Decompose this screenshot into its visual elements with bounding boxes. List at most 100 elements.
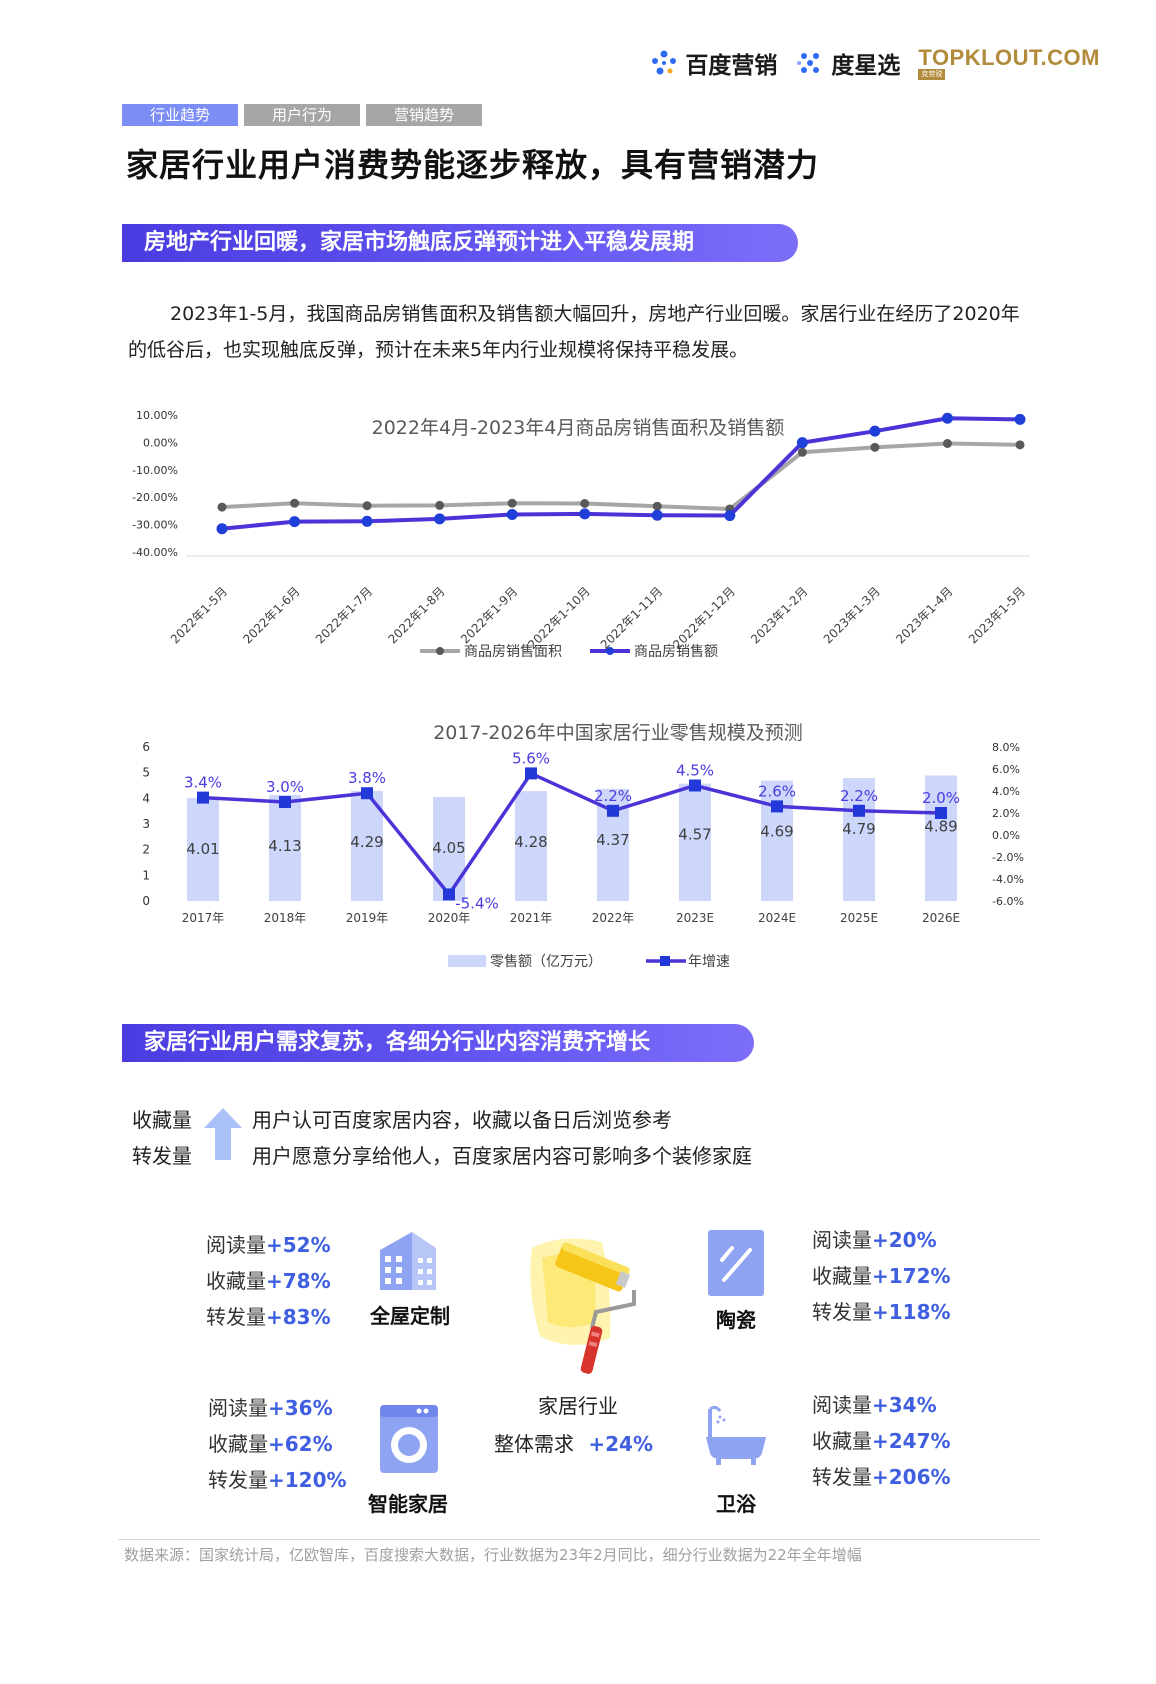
bar [843, 778, 875, 901]
growth-label: 2.0% [922, 789, 960, 807]
growth-marker [525, 767, 537, 780]
growth-marker [607, 804, 619, 817]
x-tick-label: 2022年 [592, 911, 635, 925]
right-tick-label: -2.0% [992, 851, 1024, 864]
stat-row: 转发量+120% [208, 1468, 347, 1492]
growth-marker [853, 804, 865, 817]
x-tick-label: 2023年1-5月 [966, 584, 1028, 646]
keyword-favorites: 收藏量 [132, 1108, 192, 1132]
stat-row: 转发量+206% [812, 1465, 951, 1489]
stat-row: 收藏量+172% [812, 1264, 951, 1288]
data-point [506, 508, 518, 520]
bar [515, 791, 547, 901]
stat-row: 收藏量+62% [208, 1432, 333, 1456]
left-tick-label: 1 [142, 868, 150, 882]
left-tick-label: 6 [142, 740, 150, 754]
bar-value-label: 4.28 [514, 833, 547, 851]
growth-label: -5.4% [455, 894, 499, 912]
growth-label: 2.6% [758, 782, 796, 800]
legend-marker [436, 647, 444, 655]
washing-machine-icon [380, 1405, 438, 1473]
data-point [1014, 413, 1026, 425]
stat-row: 阅读量+36% [208, 1396, 333, 1420]
data-point [434, 513, 446, 525]
growth-marker [279, 796, 291, 808]
paint-roller-icon [530, 1238, 636, 1374]
x-tick-label: 2021年 [510, 911, 553, 925]
bar-value-label: 4.89 [924, 817, 957, 835]
data-point [870, 442, 880, 452]
data-point [216, 523, 228, 535]
data-point [941, 412, 953, 424]
x-tick-label: 2018年 [264, 911, 307, 925]
bar-value-label: 4.69 [760, 823, 793, 841]
data-point [580, 499, 590, 509]
tab-user-behavior[interactable]: 用户行为 [244, 104, 360, 126]
tab-marketing-trend[interactable]: 营销趋势 [366, 104, 482, 126]
favorites-desc: 用户认可百度家居内容，收藏以备日后浏览参考 [252, 1108, 672, 1132]
bar [351, 790, 383, 901]
right-tick-label: 4.0% [992, 785, 1020, 798]
center-value: +24% [588, 1432, 653, 1456]
x-tick-label: 2019年 [346, 911, 389, 925]
data-point [289, 516, 301, 528]
left-tick-label: 5 [142, 766, 150, 780]
center-subtitle-text: 整体需求 [494, 1432, 574, 1456]
bar [679, 783, 711, 901]
right-tick-label: -4.0% [992, 873, 1024, 886]
topklout-text: TOPKLOUT.COM [918, 44, 1100, 70]
topklout-subtext: 克劳锐 [918, 68, 946, 80]
data-point [1015, 440, 1025, 450]
bar [187, 798, 219, 901]
growth-marker [361, 787, 373, 800]
intro-paragraph: 2023年1-5月，我国商品房销售面积及销售额大幅回升，房地产行业回暖。家居行业… [128, 296, 1028, 368]
baidu-dots-icon [652, 50, 677, 75]
label-ceramic: 陶瓷 [716, 1308, 756, 1332]
bar-value-label: 4.29 [350, 833, 383, 851]
x-tick-label: 2024E [758, 911, 796, 925]
stat-row: 转发量+118% [812, 1300, 951, 1324]
x-tick-label: 2022年1-12月 [670, 584, 738, 652]
data-point [507, 498, 517, 508]
label-smart-home: 智能家居 [368, 1492, 448, 1516]
bar [269, 794, 301, 901]
bathtub-icon [706, 1405, 766, 1465]
data-point [797, 447, 807, 457]
data-source: 数据来源：国家统计局，亿欧智库，百度搜索大数据，行业数据为23年2月同比，细分行… [124, 1546, 862, 1564]
x-tick-label: 2022年1-10月 [525, 584, 593, 652]
bar [925, 775, 957, 901]
arrow-up-icon [204, 1108, 242, 1160]
label-whole-house: 全屋定制 [370, 1304, 450, 1328]
bar-value-label: 4.57 [678, 826, 711, 844]
growth-marker [197, 791, 209, 804]
stats-bathroom: 阅读量+34% 收藏量+247% 转发量+206% [812, 1387, 951, 1495]
duxingxuan-dots-icon [797, 53, 820, 73]
growth-label: 3.8% [348, 769, 386, 787]
tile-icon [708, 1230, 764, 1296]
header-logos: 百度营销 度星选 TOPKLOUT.COM 克劳锐 [649, 46, 1100, 80]
label-bathroom: 卫浴 [716, 1492, 756, 1516]
data-point [724, 510, 736, 522]
x-tick-label: 2023年1-4月 [893, 584, 955, 646]
shares-desc: 用户愿意分享给他人，百度家居内容可影响多个装修家庭 [252, 1144, 752, 1168]
growth-marker [771, 800, 783, 813]
center-title: 家居行业 [538, 1394, 618, 1418]
stat-row: 收藏量+78% [206, 1269, 331, 1293]
stats-smart-home: 阅读量+36% 收藏量+62% 转发量+120% [208, 1390, 347, 1498]
growth-marker [935, 807, 947, 819]
bar-value-label: 4.13 [268, 837, 301, 855]
right-tick-label: 2.0% [992, 807, 1020, 820]
legend-bar-swatch [448, 955, 486, 967]
legend-label: 商品房销售额 [634, 644, 718, 660]
baidu-marketing-logo: 百度营销 [649, 46, 777, 80]
data-point [290, 498, 300, 508]
stat-row: 收藏量+247% [812, 1429, 951, 1453]
section2-banner: 家居行业用户需求复苏，各细分行业内容消费齐增长 [122, 1024, 754, 1062]
y-tick-label: 0.00% [143, 436, 178, 449]
growth-line [202, 771, 942, 898]
right-tick-label: 6.0% [992, 763, 1020, 776]
bar-value-label: 4.37 [596, 831, 629, 849]
tab-industry-trend[interactable]: 行业趋势 [122, 104, 238, 126]
legend-line-marker [660, 956, 670, 966]
data-point [579, 508, 591, 520]
